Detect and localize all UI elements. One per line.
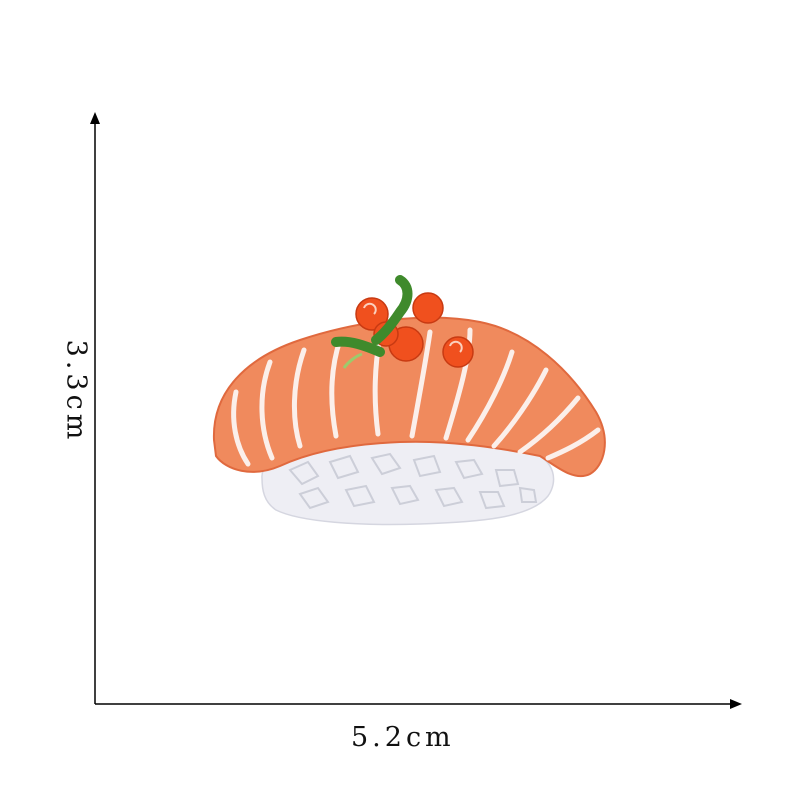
arrow-right-icon: [730, 699, 742, 709]
width-label: 5.2cm: [351, 722, 455, 753]
width-axis: [95, 699, 742, 709]
salmon-slice: [212, 316, 606, 477]
scallion-garnish: [331, 275, 413, 369]
sushi-patch: [212, 275, 606, 526]
salmon-roe: [355, 292, 474, 368]
rice-base: [261, 434, 555, 526]
height-label: 3.3cm: [60, 339, 92, 444]
arrow-up-icon: [90, 112, 100, 124]
height-axis: [90, 112, 100, 704]
